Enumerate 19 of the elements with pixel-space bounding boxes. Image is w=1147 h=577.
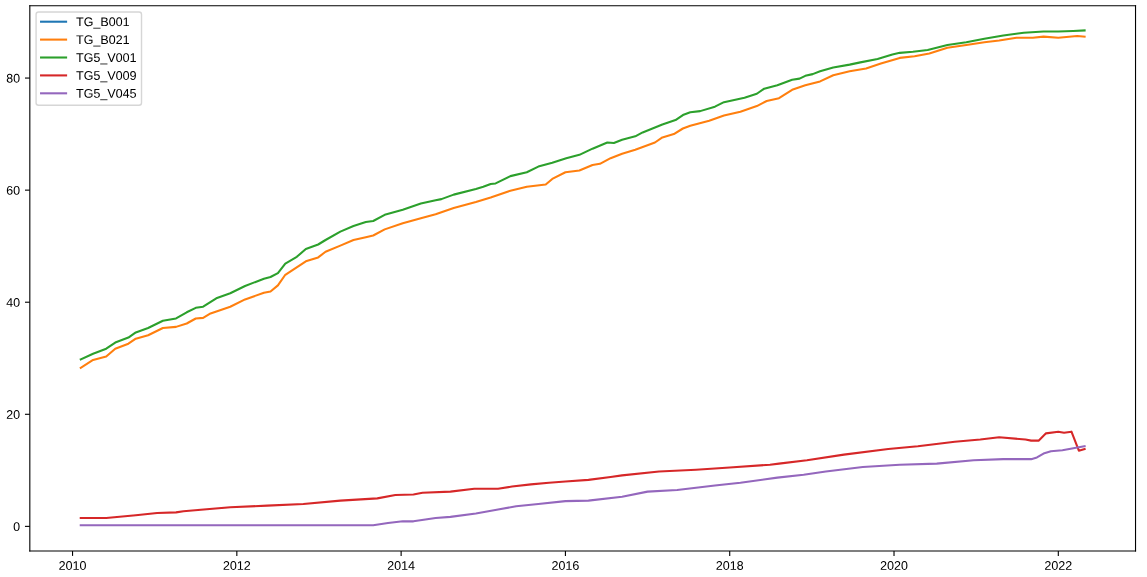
x-tick-label: 2020 bbox=[880, 561, 908, 570]
y-tick-label: 80 bbox=[6, 73, 20, 83]
legend-label: TG_B021 bbox=[76, 35, 129, 47]
legend-label: TG5_V001 bbox=[76, 53, 136, 65]
y-tick-label: 20 bbox=[6, 410, 20, 419]
y-tick-label: 0 bbox=[13, 522, 20, 532]
x-tick-label: 2014 bbox=[387, 561, 415, 570]
line-series bbox=[79, 430, 1086, 520]
y-tick-label: 60 bbox=[6, 185, 20, 195]
x-tick-label: 2018 bbox=[716, 561, 744, 570]
x-tick-label: 2016 bbox=[552, 561, 579, 570]
x-tick-label: 2010 bbox=[59, 561, 86, 570]
x-tick-label: 2022 bbox=[1045, 561, 1072, 570]
legend-label: TG_B001 bbox=[76, 17, 129, 29]
line-series bbox=[79, 445, 1086, 527]
x-tick-label: 2012 bbox=[223, 561, 251, 570]
legend-label: TG5_V009 bbox=[76, 71, 136, 83]
legend-label: TG5_V045 bbox=[76, 88, 136, 101]
y-tick-label: 40 bbox=[6, 298, 20, 307]
